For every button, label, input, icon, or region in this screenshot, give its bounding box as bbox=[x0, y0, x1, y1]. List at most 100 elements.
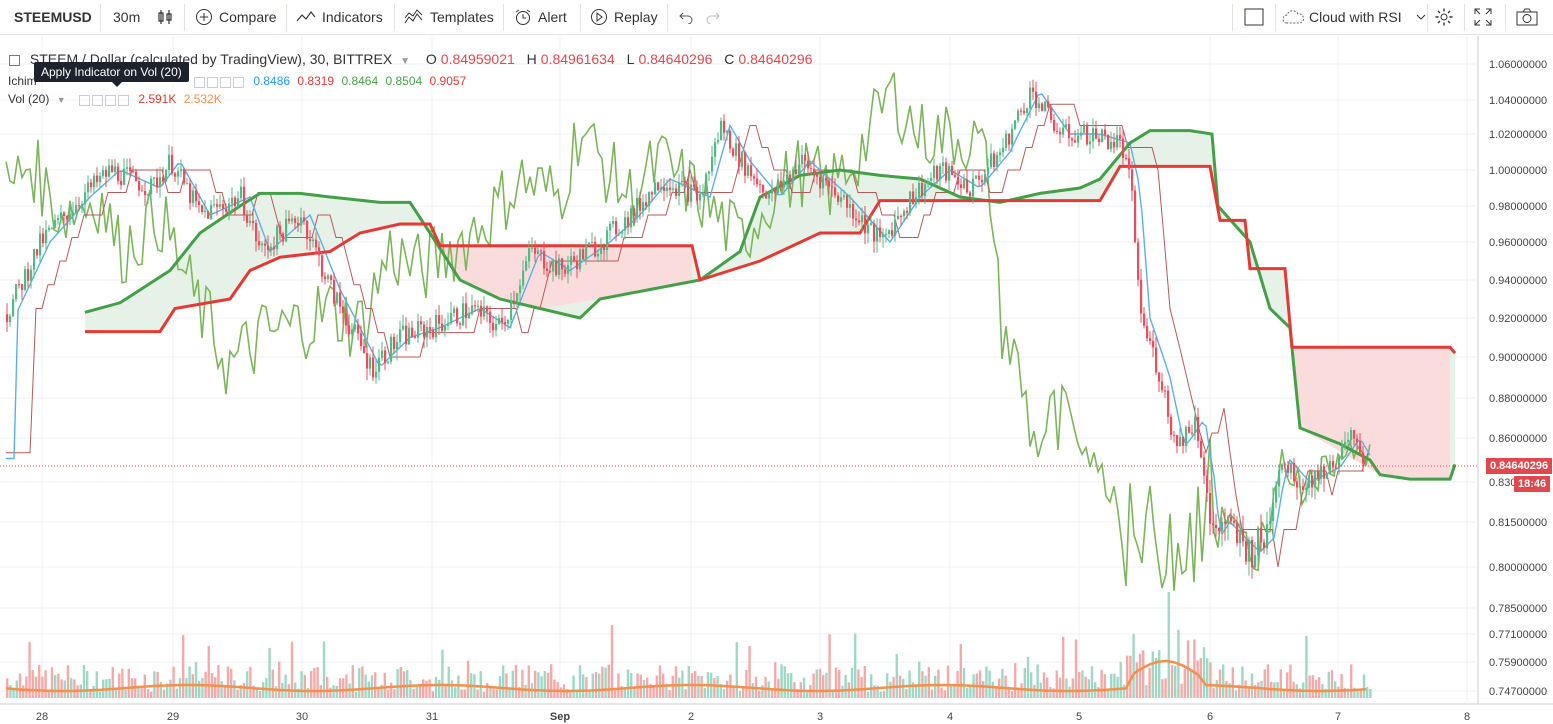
plus-icon[interactable] bbox=[220, 77, 232, 89]
templates-button[interactable]: Templates bbox=[404, 0, 494, 34]
volume-bar bbox=[953, 684, 956, 698]
volume-bar bbox=[866, 691, 870, 698]
volume-controls[interactable] bbox=[78, 93, 131, 107]
candle-body bbox=[1341, 445, 1344, 458]
candle-body bbox=[315, 239, 318, 248]
candle-body bbox=[606, 230, 609, 250]
volume-bar bbox=[354, 691, 358, 698]
volume-bar bbox=[879, 691, 882, 698]
expand-icon bbox=[1474, 8, 1492, 26]
candles-icon bbox=[156, 8, 174, 26]
toolbar-divider bbox=[1464, 4, 1465, 31]
volume-bar bbox=[217, 665, 220, 698]
volume-bar bbox=[1231, 667, 1234, 698]
candle-body bbox=[1098, 138, 1101, 143]
candle-body bbox=[528, 248, 531, 262]
snapshot-button[interactable] bbox=[1516, 0, 1538, 34]
undo-button[interactable] bbox=[678, 0, 694, 34]
volume-bar bbox=[854, 633, 857, 698]
gear-icon[interactable] bbox=[91, 95, 103, 107]
alert-button[interactable]: Alert bbox=[514, 0, 567, 34]
candle-body bbox=[1218, 528, 1221, 531]
candle-body bbox=[1329, 461, 1332, 474]
volume-bar bbox=[1337, 686, 1340, 698]
volume-bar bbox=[774, 662, 777, 698]
close-icon[interactable] bbox=[233, 77, 245, 89]
candle-body bbox=[552, 260, 555, 272]
candle-body bbox=[744, 152, 747, 176]
interval-button[interactable]: 30m bbox=[113, 0, 140, 34]
volume-bar bbox=[146, 688, 150, 698]
candle-body bbox=[1338, 457, 1341, 469]
replay-button[interactable]: Replay bbox=[590, 0, 658, 34]
fullscreen-checkbox[interactable] bbox=[1244, 0, 1264, 34]
candle-body bbox=[525, 261, 528, 271]
candle-body bbox=[342, 306, 345, 314]
chart-style-button[interactable] bbox=[156, 0, 174, 34]
volume-bar bbox=[377, 688, 380, 698]
candle-body bbox=[372, 357, 375, 378]
indicators-button[interactable]: Indicators bbox=[296, 0, 383, 34]
volume-bar bbox=[1129, 655, 1132, 698]
eye-icon[interactable] bbox=[194, 77, 206, 89]
candle-body bbox=[9, 316, 12, 323]
settings-button[interactable] bbox=[1434, 0, 1454, 34]
compare-button[interactable]: Compare bbox=[195, 0, 277, 34]
candle-body bbox=[270, 246, 273, 251]
indicator-controls[interactable] bbox=[194, 75, 246, 89]
candle-body bbox=[1158, 372, 1161, 382]
plus-icon[interactable] bbox=[104, 95, 116, 107]
volume-bar bbox=[617, 673, 620, 698]
layout-dropdown[interactable]: Cloud with RSI bbox=[1281, 0, 1426, 34]
chevron-down-icon[interactable]: ▼ bbox=[400, 56, 411, 67]
candle-body bbox=[801, 154, 804, 165]
volume-bar bbox=[511, 670, 514, 698]
candle-body bbox=[210, 205, 213, 219]
candle-body bbox=[228, 203, 231, 212]
candle-body bbox=[1146, 325, 1149, 339]
candle-body bbox=[75, 205, 78, 213]
gear-icon[interactable] bbox=[207, 77, 219, 89]
candle-body bbox=[216, 204, 219, 207]
time-axis-label: 4 bbox=[947, 711, 953, 723]
volume-bar bbox=[959, 643, 962, 698]
alarm-clock-icon bbox=[514, 8, 532, 26]
volume-bar bbox=[623, 688, 626, 698]
low-value: 0.84640296 bbox=[638, 51, 713, 67]
time-axis-label: 29 bbox=[167, 711, 179, 723]
candle-body bbox=[21, 284, 24, 290]
volume-bar bbox=[966, 687, 969, 698]
volume-bar bbox=[127, 668, 130, 698]
volume-bar bbox=[1359, 690, 1362, 698]
volume-bar bbox=[207, 645, 210, 698]
close-icon[interactable] bbox=[117, 95, 129, 107]
chevron-down-icon[interactable]: ▼ bbox=[56, 95, 66, 105]
symbol-search[interactable]: STEEMUSD bbox=[14, 0, 92, 34]
candle-body bbox=[18, 284, 21, 285]
volume-bar bbox=[550, 664, 553, 698]
redo-button[interactable] bbox=[705, 0, 721, 34]
candle-body bbox=[975, 175, 978, 179]
candle-body bbox=[144, 191, 147, 196]
volume-bar bbox=[812, 673, 815, 698]
high-value: 0.84961634 bbox=[540, 51, 615, 67]
candle-body bbox=[741, 152, 744, 167]
candle-body bbox=[612, 221, 615, 224]
candle-body bbox=[906, 210, 909, 213]
volume-bar bbox=[201, 677, 204, 698]
open-label: O bbox=[425, 51, 437, 67]
volume-bar bbox=[66, 665, 70, 698]
toolbar-divider bbox=[184, 4, 185, 31]
candle-body bbox=[723, 120, 726, 133]
price-chart[interactable]: 1.06000000 1.04000000 1.02000000 1.00000000… bbox=[0, 36, 1553, 724]
collapse-icon[interactable] bbox=[9, 54, 20, 66]
volume-bar bbox=[118, 673, 121, 698]
candle-body bbox=[399, 329, 402, 343]
volume-bar bbox=[886, 673, 889, 698]
fullscreen-button[interactable] bbox=[1474, 0, 1492, 34]
candle-body bbox=[297, 222, 300, 226]
volume-bar bbox=[601, 666, 604, 698]
volume-bar bbox=[1350, 664, 1353, 698]
candle-body bbox=[705, 173, 708, 194]
eye-icon[interactable] bbox=[78, 95, 90, 107]
